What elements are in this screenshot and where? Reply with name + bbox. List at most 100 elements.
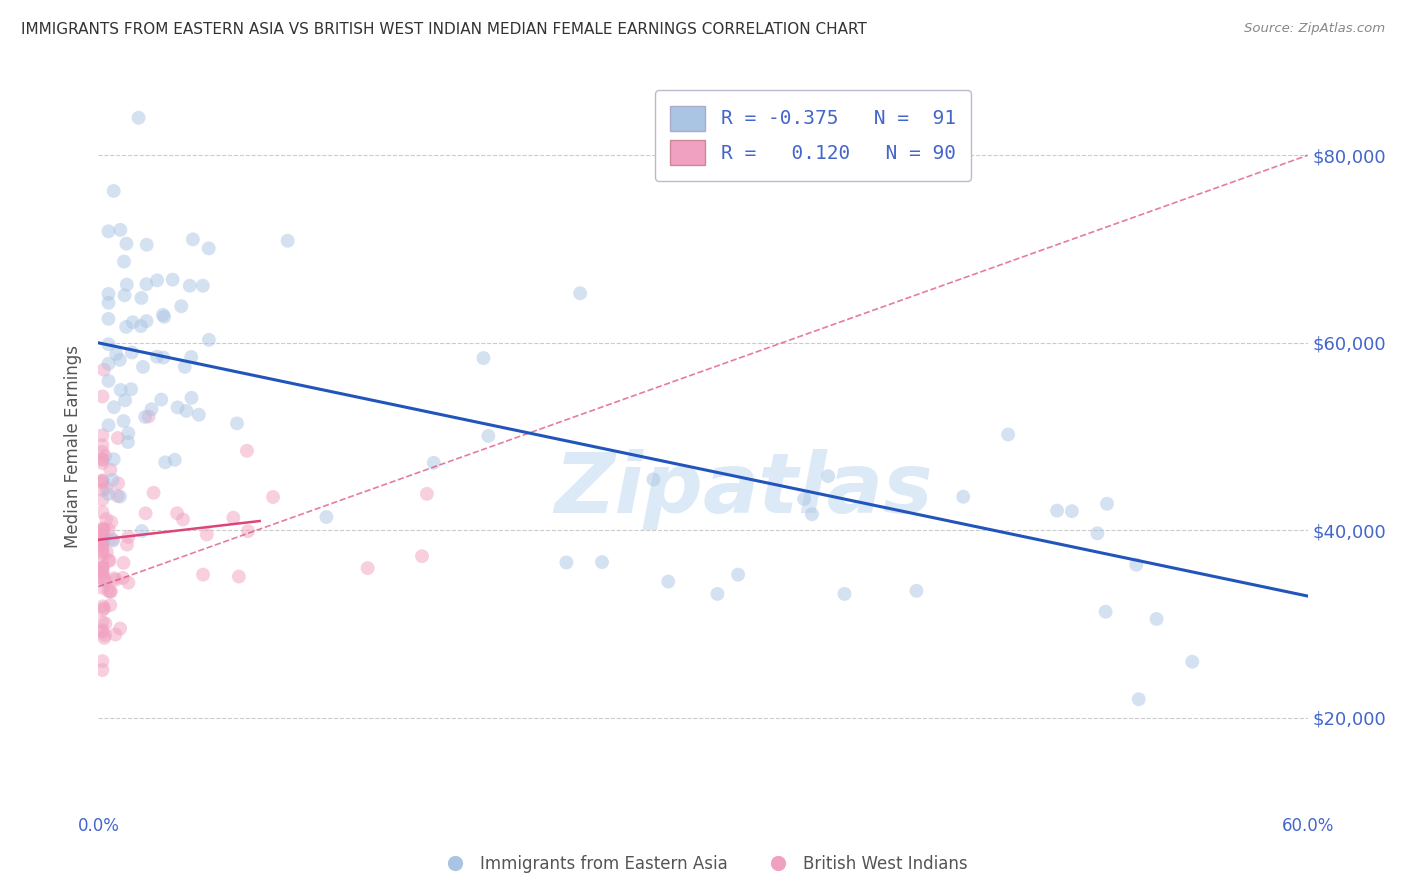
Point [179,278,201,293]
Point [104,573,127,587]
Point [422,456,444,470]
Point [91,555,114,569]
Text: Source: ZipAtlas.com: Source: ZipAtlas.com [1244,22,1385,36]
Point [135,314,157,328]
Point [97,374,120,388]
Point [135,506,157,520]
Point [166,506,188,520]
Point [1095,497,1118,511]
Point [91,561,114,575]
Point [97,357,120,371]
Point [91,542,114,557]
Point [91,624,114,639]
Point [643,472,665,486]
Point [97,553,120,567]
Point [1060,504,1083,518]
Point [117,530,139,544]
Point [115,277,138,292]
Point [1181,655,1204,669]
Point [180,391,202,405]
Point [91,536,114,550]
Point [97,523,120,537]
Point [121,345,143,359]
Point [146,350,169,364]
Point [155,455,177,469]
Point [997,427,1019,442]
Point [93,631,115,645]
Point [91,565,114,579]
Point [173,359,195,374]
Point [97,224,120,238]
Point [114,393,136,408]
Point [98,584,121,599]
Point [146,273,169,287]
Point [135,277,157,292]
Point [104,627,127,641]
Point [101,473,124,487]
Point [100,584,122,599]
Point [91,561,114,575]
Point [108,352,131,367]
Text: Zip: Zip [554,450,703,531]
Point [94,449,117,463]
Point [1094,605,1116,619]
Point [132,359,155,374]
Point [121,315,143,329]
Point [93,601,115,615]
Point [93,523,115,537]
Point [117,575,139,590]
Legend: Immigrants from Eastern Asia, British West Indians: Immigrants from Eastern Asia, British We… [432,848,974,880]
Point [152,351,174,365]
Text: atlas: atlas [703,450,934,531]
Point [191,567,214,582]
Point [117,426,139,441]
Point [101,533,124,547]
Point [135,237,157,252]
Point [91,538,114,552]
Point [97,311,120,326]
Point [91,572,114,586]
Point [91,529,114,543]
Point [91,528,114,542]
Point [108,622,131,636]
Point [112,254,135,268]
Point [172,512,194,526]
Point [477,429,499,443]
Point [91,599,114,614]
Point [91,537,114,551]
Point [100,463,122,477]
Point [91,390,114,404]
Point [114,288,136,302]
Point [128,111,150,125]
Point [1046,503,1069,517]
Point [91,654,114,668]
Point [112,556,135,570]
Point [817,469,839,483]
Point [97,487,120,501]
Point [555,556,578,570]
Point [91,603,114,617]
Point [905,583,928,598]
Point [97,418,120,433]
Point [91,438,114,452]
Point [91,453,114,467]
Point [706,587,728,601]
Point [96,512,118,526]
Point [91,544,114,558]
Point [801,507,824,521]
Point [129,319,152,334]
Point [103,452,125,467]
Point [152,308,174,322]
Point [236,524,259,538]
Point [727,567,749,582]
Point [228,569,250,583]
Point [91,474,114,488]
Point [96,482,118,496]
Point [1128,692,1150,706]
Point [100,515,122,529]
Point [236,443,259,458]
Point [117,435,139,450]
Point [91,663,114,677]
Point [91,523,114,537]
Point [195,527,218,541]
